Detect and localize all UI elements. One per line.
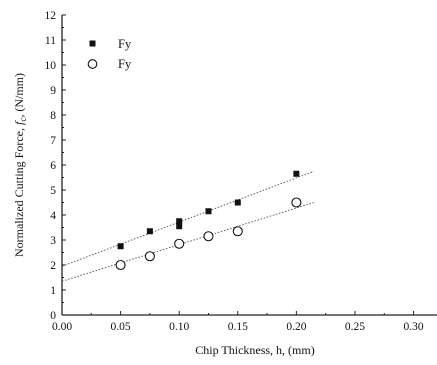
y-axis-title-subscript: c (18, 118, 28, 122)
data-point-open-circle (203, 231, 214, 242)
y-tick-label: 1 (50, 285, 56, 297)
x-tick-label: 0.20 (286, 321, 306, 333)
data-markers (115, 170, 302, 271)
y-axis-title-suffix: , (N/mm) (12, 73, 26, 118)
data-point-filled-square (205, 208, 212, 215)
y-tick-label: 8 (50, 110, 56, 122)
y-axis-title-symbol: f (12, 120, 26, 125)
y-axis-title-prefix: Normalized Cutting Force, (12, 125, 26, 257)
legend: Fy Fy (87, 37, 132, 71)
x-tick-label: 0.25 (345, 321, 365, 333)
x-tick-label: 0.05 (111, 321, 131, 333)
x-axis-title: Chip Thickness, h, (mm) (195, 343, 314, 357)
fit-line-series-2 (61, 202, 315, 282)
fit-lines (61, 170, 315, 282)
x-tick-label: 0.30 (404, 321, 424, 333)
fit-line-series-1 (61, 170, 315, 267)
data-point-filled-square (293, 170, 300, 177)
y-tick-label: 6 (50, 160, 56, 172)
legend-label-series-1: Fy (118, 37, 132, 51)
x-axis-ticks: 0.00 0.05 0.10 0.15 0.20 0.25 0.30 (52, 311, 424, 333)
y-tick-label: 9 (50, 85, 56, 97)
y-tick-label: 12 (45, 10, 57, 22)
legend-marker-open-circle (87, 59, 98, 69)
x-tick-label: 0.15 (228, 321, 248, 333)
x-tick-label: 0.00 (52, 321, 72, 333)
data-point-filled-square (176, 218, 183, 225)
y-tick-label: 5 (50, 185, 56, 197)
y-axis-title: Normalized Cutting Force, fc, (N/mm) (12, 73, 28, 257)
y-tick-label: 10 (45, 60, 57, 72)
y-tick-label: 7 (50, 135, 56, 147)
data-point-filled-square (234, 199, 241, 206)
y-tick-label: 11 (45, 35, 56, 47)
y-tick-label: 2 (50, 260, 56, 272)
data-point-open-circle (291, 197, 302, 208)
legend-label-series-2: Fy (118, 57, 132, 71)
y-tick-label: 4 (50, 210, 56, 222)
data-point-filled-square (176, 223, 183, 230)
data-point-filled-square (146, 228, 153, 235)
legend-marker-filled-square (89, 40, 96, 47)
data-point-open-circle (115, 259, 126, 271)
data-point-filled-square (117, 243, 124, 250)
data-point-open-circle (174, 238, 185, 249)
y-tick-label: 0 (50, 310, 56, 322)
data-point-open-circle (232, 226, 243, 237)
x-tick-label: 0.10 (169, 321, 189, 333)
y-tick-label: 3 (50, 235, 56, 247)
data-point-open-circle (144, 251, 155, 262)
